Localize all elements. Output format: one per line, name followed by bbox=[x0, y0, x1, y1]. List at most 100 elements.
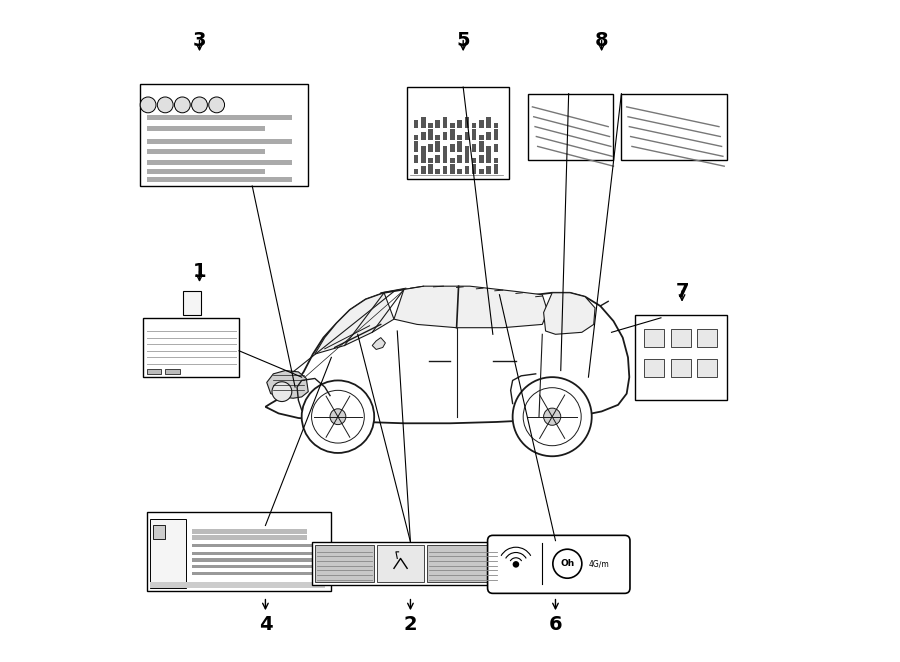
Circle shape bbox=[272, 382, 292, 402]
Circle shape bbox=[209, 97, 224, 113]
Bar bbox=[670, 359, 690, 377]
Text: 1: 1 bbox=[193, 262, 206, 281]
Polygon shape bbox=[266, 371, 309, 399]
Bar bbox=[443, 152, 447, 163]
Circle shape bbox=[302, 381, 374, 453]
Bar bbox=[421, 146, 426, 152]
Bar bbox=[436, 120, 440, 128]
Bar bbox=[472, 122, 476, 128]
Text: 7: 7 bbox=[675, 282, 688, 301]
Bar bbox=[698, 359, 717, 377]
Bar bbox=[479, 134, 483, 140]
Text: 4: 4 bbox=[258, 615, 272, 634]
Circle shape bbox=[330, 409, 346, 424]
Bar bbox=[486, 152, 491, 163]
Bar bbox=[450, 164, 454, 174]
Bar bbox=[698, 329, 717, 348]
Bar bbox=[450, 129, 454, 140]
FancyBboxPatch shape bbox=[153, 526, 166, 539]
Text: 2: 2 bbox=[403, 615, 418, 634]
FancyBboxPatch shape bbox=[488, 536, 630, 593]
Bar bbox=[414, 141, 418, 152]
FancyBboxPatch shape bbox=[147, 512, 331, 591]
Bar bbox=[414, 134, 418, 140]
Bar bbox=[479, 169, 483, 174]
Bar bbox=[192, 565, 320, 568]
Bar bbox=[443, 166, 447, 174]
Bar bbox=[450, 144, 454, 152]
Bar bbox=[457, 141, 462, 152]
Bar bbox=[192, 559, 320, 562]
Bar bbox=[486, 117, 491, 128]
Bar bbox=[147, 138, 292, 144]
Bar bbox=[192, 536, 307, 540]
Circle shape bbox=[158, 97, 173, 113]
Text: 3: 3 bbox=[193, 31, 206, 50]
Bar bbox=[479, 155, 483, 163]
Bar bbox=[493, 144, 498, 152]
Bar bbox=[147, 126, 266, 131]
Bar bbox=[150, 581, 325, 588]
Bar bbox=[192, 571, 320, 575]
Bar bbox=[147, 149, 266, 154]
Bar bbox=[443, 117, 447, 128]
Bar bbox=[450, 122, 454, 128]
Circle shape bbox=[513, 377, 591, 456]
Bar bbox=[493, 122, 498, 128]
Bar bbox=[414, 169, 418, 174]
Bar bbox=[428, 129, 433, 140]
Polygon shape bbox=[544, 293, 595, 334]
Bar bbox=[428, 164, 433, 174]
FancyBboxPatch shape bbox=[634, 314, 727, 401]
FancyBboxPatch shape bbox=[621, 94, 727, 160]
Bar bbox=[192, 552, 320, 555]
Bar bbox=[436, 134, 440, 140]
Bar bbox=[464, 166, 469, 174]
Circle shape bbox=[175, 97, 190, 113]
Bar bbox=[421, 117, 426, 128]
Bar bbox=[428, 158, 433, 163]
Bar bbox=[421, 166, 426, 174]
Circle shape bbox=[544, 408, 561, 425]
Bar bbox=[472, 144, 476, 152]
FancyBboxPatch shape bbox=[183, 291, 202, 314]
Bar bbox=[377, 545, 424, 581]
Circle shape bbox=[192, 97, 207, 113]
FancyBboxPatch shape bbox=[150, 519, 186, 588]
Circle shape bbox=[140, 97, 156, 113]
Bar bbox=[166, 369, 180, 374]
Text: 6: 6 bbox=[549, 615, 562, 634]
Bar bbox=[457, 169, 462, 174]
Bar bbox=[450, 158, 454, 163]
Bar bbox=[464, 146, 469, 152]
Bar bbox=[147, 369, 161, 374]
Bar bbox=[464, 117, 469, 128]
Bar bbox=[486, 132, 491, 140]
Bar bbox=[472, 158, 476, 163]
Bar bbox=[493, 158, 498, 163]
Bar bbox=[414, 155, 418, 163]
Bar bbox=[315, 545, 374, 581]
FancyBboxPatch shape bbox=[311, 542, 509, 585]
Bar bbox=[472, 164, 476, 174]
Bar bbox=[428, 144, 433, 152]
Polygon shape bbox=[394, 286, 547, 328]
Bar bbox=[436, 169, 440, 174]
Text: Oh: Oh bbox=[560, 559, 574, 568]
Bar bbox=[436, 141, 440, 152]
Bar bbox=[644, 329, 664, 348]
Bar bbox=[147, 177, 292, 182]
Bar bbox=[670, 329, 690, 348]
Bar bbox=[192, 530, 307, 534]
Circle shape bbox=[513, 561, 519, 567]
Bar bbox=[493, 164, 498, 174]
Bar bbox=[493, 129, 498, 140]
Text: 5: 5 bbox=[456, 31, 470, 50]
Bar bbox=[457, 134, 462, 140]
Text: 4G∕m: 4G∕m bbox=[589, 559, 609, 568]
Bar bbox=[457, 155, 462, 163]
Bar bbox=[644, 359, 664, 377]
FancyBboxPatch shape bbox=[527, 94, 614, 160]
Bar bbox=[464, 132, 469, 140]
Bar bbox=[192, 544, 320, 547]
